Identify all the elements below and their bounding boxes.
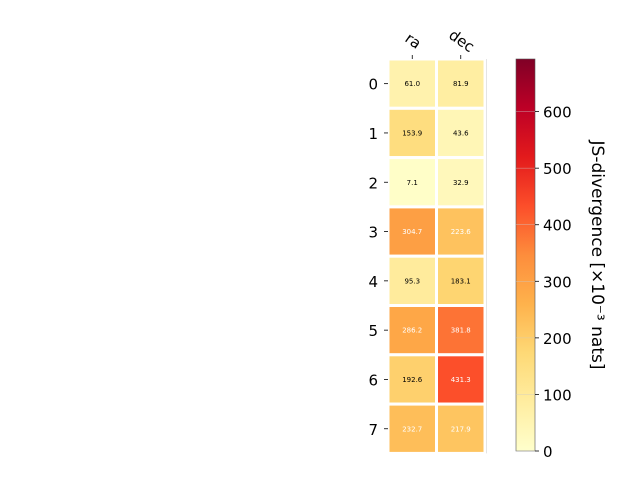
cell-value-label: 286.2	[402, 327, 422, 335]
cell-value-label: 183.1	[451, 277, 471, 285]
cell-value-label: 153.9	[402, 129, 422, 137]
cell-value-label: 7.1	[407, 179, 418, 187]
heatmap-cell	[435, 156, 487, 209]
cell-value-label: 223.6	[451, 228, 472, 236]
cell-value-label: 32.9	[453, 179, 469, 187]
cell-value-label: 192.6	[402, 376, 423, 384]
row-label: 2	[368, 174, 378, 192]
colorbar-tick-label: 200	[543, 330, 572, 348]
colorbar-tick-label: 300	[543, 273, 572, 291]
cell-value-label: 95.3	[404, 277, 420, 285]
heatmap-cell	[435, 254, 487, 308]
row-label: 5	[368, 322, 378, 340]
heatmap-cell	[435, 106, 487, 160]
row-label: 6	[368, 371, 378, 389]
colorbar-gradient	[515, 58, 536, 452]
cell-value-label: 232.7	[402, 425, 422, 433]
colorbar-tick-label: 600	[543, 104, 572, 122]
cell-value-label: 381.8	[451, 327, 471, 335]
row-label: 7	[368, 421, 378, 439]
cell-value-label: 61.0	[404, 80, 420, 88]
colorbar-tick-label: 100	[543, 386, 572, 404]
heatmap-cell	[435, 402, 487, 455]
cell-value-label: 304.7	[402, 228, 422, 236]
colorbar-tick-label: 500	[543, 160, 572, 178]
heatmap-grid: 61.0 81.9 153.9 43.6 7.1 32.9 304.7 223.6 95.3 18…	[368, 26, 487, 455]
column-label: dec	[445, 26, 477, 56]
colorbar-tick-label: 400	[543, 217, 572, 235]
row-label: 0	[368, 76, 378, 94]
cell-value-label: 81.9	[453, 80, 469, 88]
column-label: ra	[402, 29, 425, 53]
cell-value-label: 431.3	[451, 376, 471, 384]
colorbar-tick-label: 0	[543, 443, 553, 461]
heatmap-cell	[435, 205, 487, 258]
colorbar: 0 100 200 300 400 500 600 JS-divergence [×10⁻³…	[515, 58, 607, 461]
cell-value-label: 217.9	[451, 425, 471, 433]
row-label: 3	[368, 224, 378, 242]
row-label: 1	[368, 125, 378, 143]
colorbar-label: JS-divergence [×10⁻³ nats]	[587, 140, 607, 370]
cell-value-label: 43.6	[453, 129, 469, 137]
row-label: 4	[368, 273, 378, 291]
